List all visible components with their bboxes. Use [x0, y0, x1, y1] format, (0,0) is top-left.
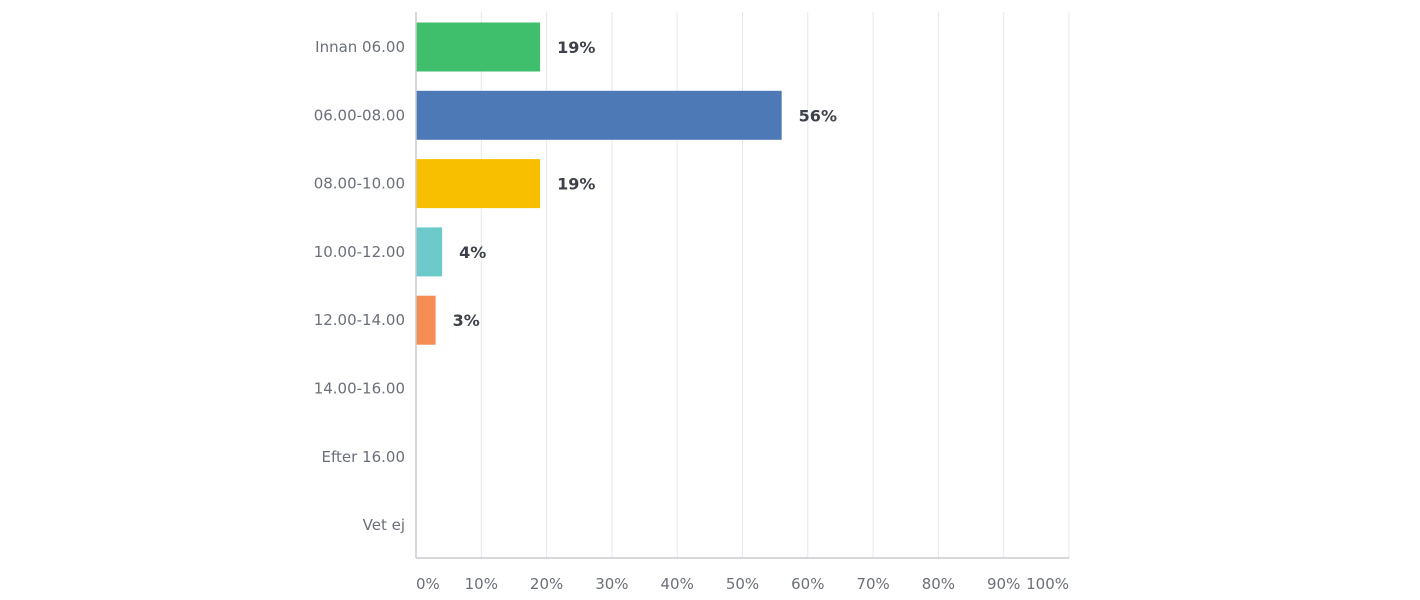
bars	[416, 22, 782, 345]
x-tick-label: 70%	[856, 575, 889, 593]
bar	[416, 22, 541, 72]
category-label: Efter 16.00	[322, 448, 405, 466]
value-labels: 19% 56% 19% 4% 3%	[453, 38, 837, 330]
data-label: 3%	[453, 311, 480, 330]
x-axis-tick-labels: 0% 10% 20% 30% 40% 50% 60% 70% 80% 90% 100%	[416, 575, 1069, 593]
data-label: 19%	[557, 38, 595, 57]
category-label: 08.00-10.00	[314, 175, 405, 193]
bar	[416, 295, 436, 345]
x-tick-label: 0%	[416, 575, 440, 593]
x-tick-label: 90%	[987, 575, 1020, 593]
data-label: 56%	[799, 106, 837, 125]
category-labels: Innan 06.00 06.00-08.00 08.00-10.00 10.00-1…	[314, 38, 405, 534]
category-label: Innan 06.00	[315, 38, 405, 56]
data-label: 19%	[557, 175, 595, 194]
x-tick-label: 20%	[530, 575, 563, 593]
category-label: 10.00-12.00	[314, 243, 405, 261]
category-label: 12.00-14.00	[314, 311, 405, 329]
category-label: Vet ej	[363, 516, 405, 534]
data-label: 4%	[459, 243, 486, 262]
bar	[416, 90, 782, 140]
x-tick-label: 40%	[661, 575, 694, 593]
category-label: 06.00-08.00	[314, 106, 405, 124]
x-tick-label: 30%	[595, 575, 628, 593]
category-label: 14.00-16.00	[314, 380, 405, 398]
x-tick-label: 60%	[791, 575, 824, 593]
x-tick-label: 50%	[726, 575, 759, 593]
x-tick-label: 80%	[922, 575, 955, 593]
bar	[416, 227, 443, 277]
bar	[416, 159, 541, 209]
x-tick-label: 10%	[465, 575, 498, 593]
x-tick-label: 100%	[1026, 575, 1069, 593]
